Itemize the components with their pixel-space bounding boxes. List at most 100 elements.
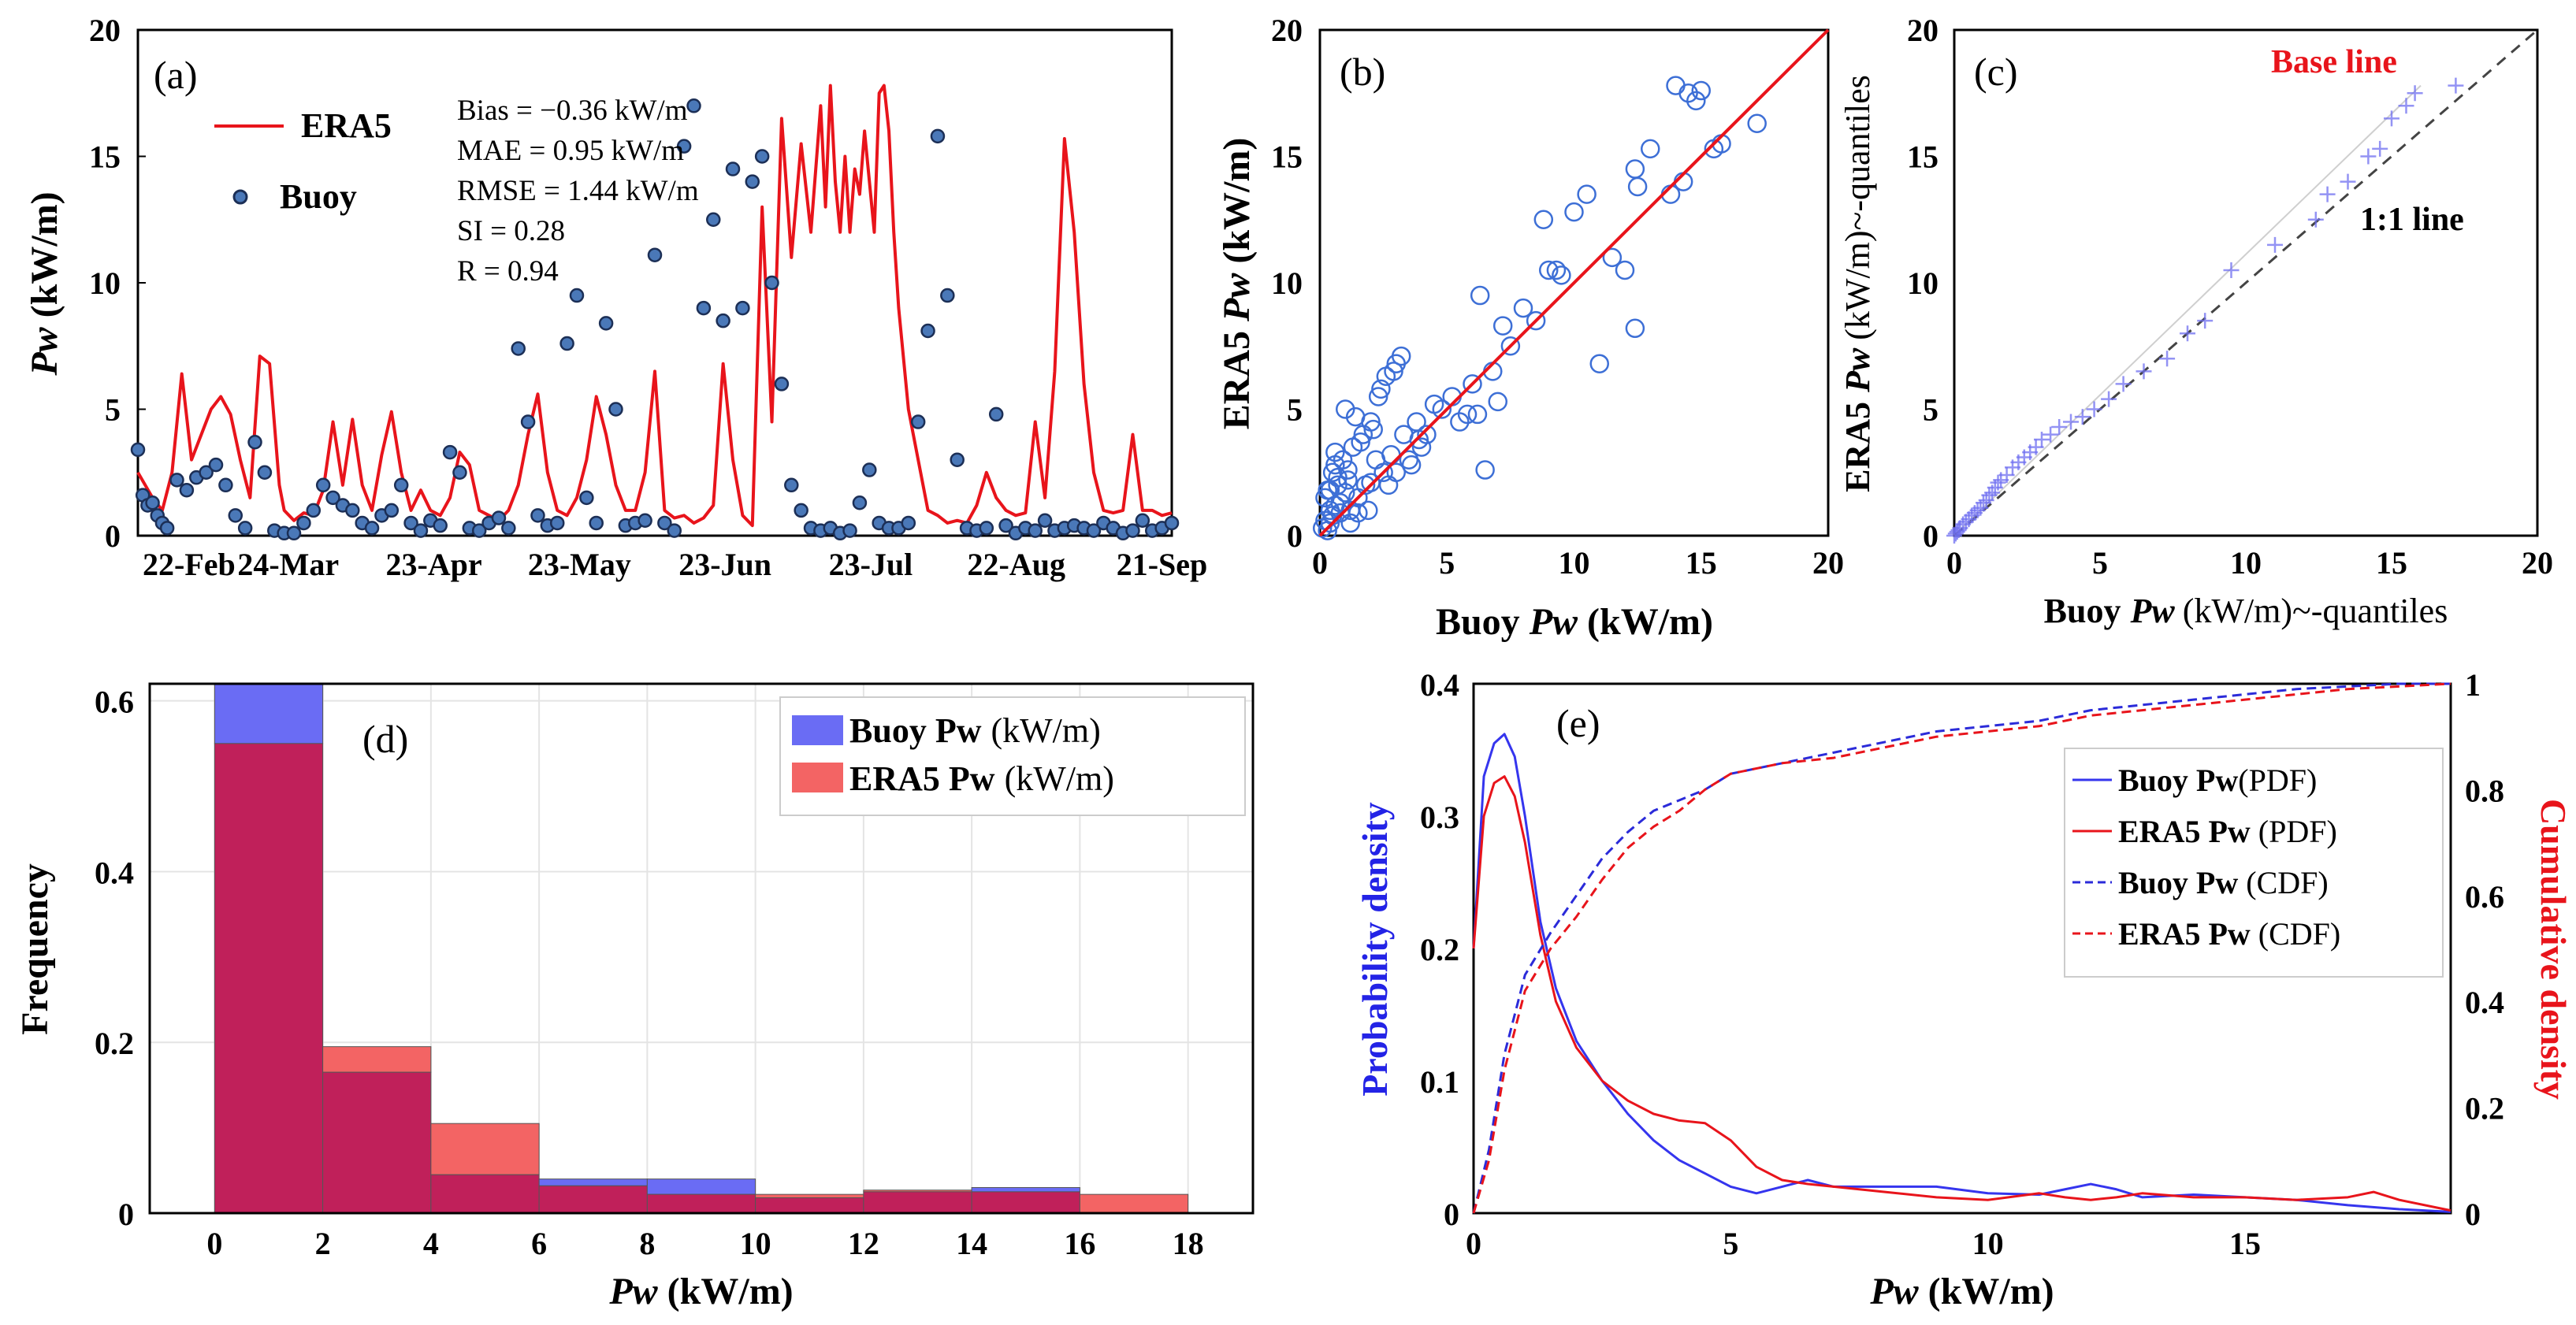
scatter-point [1336,399,1355,419]
panel-b-xlabel-main: Buoy [1436,601,1520,643]
buoy-point [1037,513,1053,528]
panel-a-ylabel: Pw (kW/m) [24,191,65,376]
scatter-point [1615,260,1635,280]
buoy-point [569,288,585,303]
panel-d-xtick: 16 [1064,1226,1095,1261]
buoy-point [549,515,565,531]
scatter-point [1470,285,1490,306]
scatter-point [1325,455,1345,475]
buoy-point [852,495,868,510]
panel-b-ytick: 15 [1271,139,1303,175]
panel-d-ytick: 0.4 [95,855,134,890]
panel-b-ylabel-main: ERA5 [1216,331,1258,429]
histogram-bar-overlap [971,1191,1080,1214]
buoy-point [735,300,750,316]
panel-a-label: (a) [154,53,198,97]
panel-b-frame [1318,28,1830,537]
panel-e-lines [1472,682,2451,1214]
buoy-point [862,462,877,477]
quantile-point [2372,140,2388,157]
buoy-point [598,316,614,331]
quantile-point [2448,77,2464,94]
panel-c-xtick: 5 [2092,545,2108,581]
buoy-point [452,465,467,480]
panel-e-legend-box [2064,748,2444,978]
buoy-point [393,477,409,493]
legend-buoy-cdf-rest: (CDF) [2246,865,2328,900]
panel-a-xtick: 23-Apr [385,547,481,582]
scatter-point [1363,419,1383,440]
scatter-point [1378,475,1399,495]
legend-buoy-swatch [232,189,248,205]
panel-e-xlabel: Pw (kW/m) [1869,1271,2054,1312]
buoy-point [901,515,916,531]
quantile-point [1990,474,2006,491]
panel-e-ticks: 0 5 10 15 0 0.1 0.2 0.3 0.4 0 0.2 0.4 0.6 0.8 1 [1420,667,2504,1261]
legend-era5-cdf-rest: (CDF) [2258,916,2340,952]
panel-e-ytick-left: 0.4 [1420,667,1459,703]
buoy-point [1135,513,1150,528]
legend-buoy-cdf-label: Buoy Pw (CDF) [2118,865,2329,900]
scatter-point [1602,247,1623,268]
stat-r: R = 0.94 [457,255,559,288]
panel-c-xlabel-main: Buoy [2044,592,2121,630]
legend-era5-hist-unit: (kW/m) [1005,759,1114,798]
panel-d-xlabel: Pw (kW/m) [608,1271,793,1312]
legend-era5-hist-swatch [792,763,843,792]
buoy-point [145,495,160,510]
panel-b-ytick: 0 [1287,518,1303,554]
panel-c-xtick: 20 [2522,545,2553,581]
buoy-point [716,313,730,328]
panel-c-ylabel-pw: Pw [1838,347,1877,393]
scatter-point [1641,139,1660,159]
quantile-point [2136,363,2152,380]
panel-c-ylabel-unit: (kW/m)~-quantiles [1838,75,1877,340]
stat-rmse: RMSE = 1.44 kW/m [457,175,699,207]
panel-c-xlabel: Buoy Pw (kW/m)~-quantiles [2044,592,2448,630]
quantile-point [2074,409,2091,425]
scatter-point [1467,404,1488,425]
scatter-point [1330,493,1351,513]
scatter-point [1475,460,1495,480]
scatter-point [1691,80,1711,101]
buoy-point [579,490,594,506]
scatter-point [1384,362,1403,381]
panel-d-label: (d) [362,717,408,761]
histogram-bar-excess [430,1123,540,1175]
buoy-point [471,523,487,538]
panel-d-xtick: 2 [315,1226,331,1261]
scatter-point [1368,387,1388,406]
histogram-bar-excess [214,683,324,744]
histogram-bar-overlap [755,1197,864,1214]
panel-e-ylabel-right: Cumulative density [2533,799,2574,1100]
panel-a-xtick: 23-Jul [829,547,913,582]
scatter-point [1351,432,1370,452]
panel-b-xlabel: Buoy Pw (kW/m) [1436,601,1713,643]
buoy-point [1164,515,1180,531]
legend-buoy-pdf-label: Buoy Pw(PDF) [2118,763,2317,798]
buoy-point [725,161,741,176]
buoy-point [218,477,233,493]
buoy-point [257,465,273,480]
panel-b-ticks: 00 5 5 10 10 15 15 20 20 [1271,13,1844,581]
buoy-point [910,414,926,429]
buoy-point [774,377,790,392]
legend-era5-label: ERA5 [301,106,392,145]
panel-b-xtick: 15 [1686,545,1717,581]
panel-e: 0 5 10 15 0 0.1 0.2 0.3 0.4 0 0.2 0.4 0.6 0.8 1 (e) Bu… [1355,667,2574,1312]
histogram-bar-overlap [430,1174,540,1214]
buoy-point [950,452,965,467]
panel-a-ytick: 20 [89,13,121,48]
quantile-point [2223,262,2240,278]
panel-d-bars [214,683,1189,1214]
panel-b-xtick: 0 [1312,545,1328,581]
panel-d-frame [148,682,1255,1215]
buoy-point [842,523,857,538]
quantile-point [2063,414,2079,430]
series-line-3 [1472,682,2451,1214]
buoy-point [686,98,701,113]
buoy-point [1125,523,1140,538]
panel-e-ytick-right: 0.8 [2465,773,2504,808]
scatter-point [1552,265,1571,285]
